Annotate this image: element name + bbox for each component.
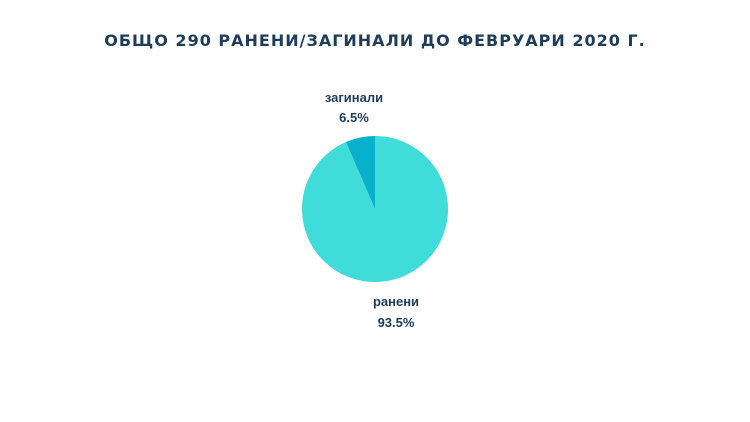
pie-slice-zaginali <box>346 136 375 209</box>
chart-title: ОБЩО 290 РАНЕНИ/ЗАГИНАЛИ ДО ФЕВРУАРИ 202… <box>104 31 646 50</box>
pie-labels: ранени 93.5% загинали 6.5% <box>325 90 419 330</box>
slice-value-raneni: 93.5% <box>378 315 415 330</box>
slice-label-raneni: ранени <box>373 294 419 309</box>
slice-label-zaginali: загинали <box>325 90 383 105</box>
pie-slices <box>302 136 448 282</box>
slice-value-zaginali: 6.5% <box>339 110 369 125</box>
